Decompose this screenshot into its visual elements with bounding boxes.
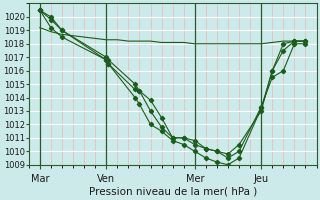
X-axis label: Pression niveau de la mer( hPa ): Pression niveau de la mer( hPa ) (89, 187, 257, 197)
